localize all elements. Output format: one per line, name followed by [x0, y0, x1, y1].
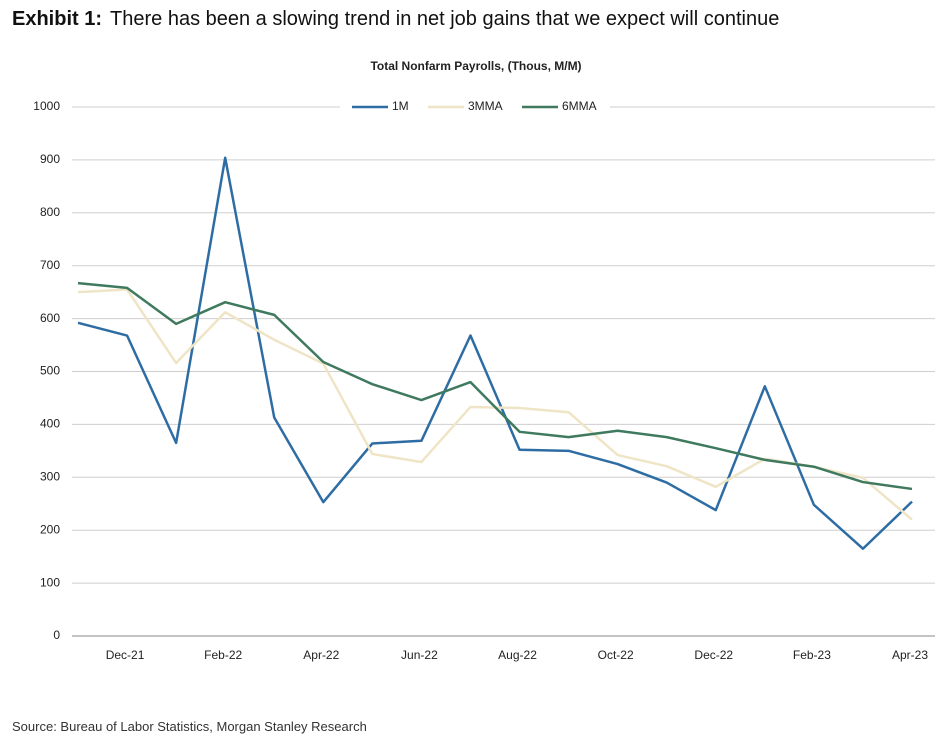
- y-tick-label: 300: [40, 469, 60, 483]
- series-line: [77, 281, 913, 491]
- x-tick-label: Dec-22: [694, 648, 733, 662]
- y-tick-label: 0: [53, 628, 60, 642]
- y-tick-label: 800: [40, 205, 60, 219]
- legend-label: 3MMA: [468, 99, 503, 113]
- x-tick-label: Apr-23: [892, 648, 928, 662]
- y-tick-label: 600: [40, 311, 60, 325]
- x-tick-label: Feb-22: [204, 648, 242, 662]
- series-line: [77, 288, 913, 521]
- legend-label: 1M: [392, 99, 409, 113]
- x-tick-label: Apr-22: [303, 648, 339, 662]
- exhibit-title: There has been a slowing trend in net jo…: [110, 8, 780, 30]
- x-tick-label: Oct-22: [598, 648, 634, 662]
- y-tick-label: 200: [40, 522, 60, 536]
- legend-label: 6MMA: [562, 99, 597, 113]
- series-line: [77, 156, 913, 550]
- y-tick-label: 500: [40, 364, 60, 378]
- legend-bg: [340, 98, 610, 116]
- x-tick-label: Jun-22: [401, 648, 438, 662]
- y-tick-label: 400: [40, 417, 60, 431]
- x-tick-label: Dec-21: [106, 648, 145, 662]
- chart: Total Nonfarm Payrolls, (Thous, M/M) 0 10…: [33, 59, 935, 662]
- y-tick-label: 100: [40, 575, 60, 589]
- source: Source: Bureau of Labor Statistics, Morg…: [12, 719, 367, 734]
- x-tick-label: Aug-22: [498, 648, 537, 662]
- header: Exhibit 1: There has been a slowing trend…: [12, 8, 779, 31]
- y-tick-label: 900: [40, 152, 60, 166]
- x-tick-label: Feb-23: [793, 648, 831, 662]
- exhibit-label: Exhibit 1:: [12, 8, 103, 30]
- y-tick-label: 700: [40, 258, 60, 272]
- y-tick-label: 1000: [33, 99, 60, 113]
- chart-title: Total Nonfarm Payrolls, (Thous, M/M): [370, 59, 581, 73]
